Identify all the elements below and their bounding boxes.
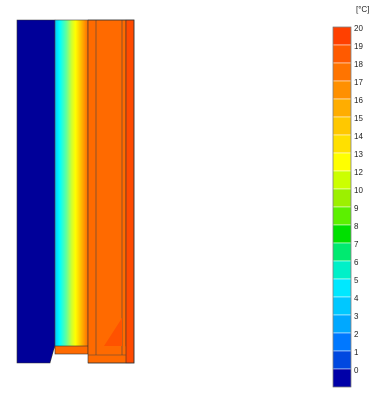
legend-tick-label: 6 bbox=[354, 258, 359, 267]
legend-tick-label: 7 bbox=[354, 240, 359, 249]
legend-frame bbox=[332, 26, 352, 388]
legend-swatch-9 bbox=[332, 188, 352, 208]
legend-swatch-10 bbox=[332, 206, 352, 226]
legend-tick-label: 3 bbox=[354, 312, 359, 321]
warm-corner-region bbox=[104, 318, 122, 346]
masonry-wall-region bbox=[16, 19, 56, 364]
legend-tick-label: 14 bbox=[354, 132, 363, 141]
legend-swatch-16 bbox=[332, 314, 352, 334]
legend-swatch-12 bbox=[332, 242, 352, 262]
legend-tick-label: 4 bbox=[354, 294, 359, 303]
legend-tick-label: 17 bbox=[354, 78, 363, 87]
legend-tick-label: 20 bbox=[354, 24, 363, 33]
legend-swatch-3 bbox=[332, 80, 352, 100]
legend-tick-label: 9 bbox=[354, 204, 359, 213]
legend-swatch-17 bbox=[332, 332, 352, 352]
legend-tick-label: 18 bbox=[354, 60, 363, 69]
legend-swatch-2 bbox=[332, 62, 352, 82]
legend-tick-label: 5 bbox=[354, 276, 359, 285]
legend-swatch-14 bbox=[332, 278, 352, 298]
legend-tick-label: 1 bbox=[354, 348, 359, 357]
legend-tick-label: 12 bbox=[354, 168, 363, 177]
legend-tick-label: 16 bbox=[354, 96, 363, 105]
legend-tick-label: 13 bbox=[354, 150, 363, 159]
section-outline bbox=[88, 19, 135, 364]
legend-tick-label: 2 bbox=[354, 330, 359, 339]
legend-swatch-5 bbox=[332, 116, 352, 136]
legend-tick-label: 19 bbox=[354, 42, 363, 51]
legend-swatch-6 bbox=[332, 134, 352, 154]
insulation-layer bbox=[54, 19, 89, 349]
legend-swatch-8 bbox=[332, 170, 352, 190]
legend-swatch-7 bbox=[332, 152, 352, 172]
legend-swatch-18 bbox=[332, 350, 352, 370]
legend-swatch-13 bbox=[332, 260, 352, 280]
legend-swatch-19 bbox=[332, 368, 352, 388]
legend-tick-label: 0 bbox=[354, 366, 359, 375]
legend-tick-label: 8 bbox=[354, 222, 359, 231]
legend-swatch-0 bbox=[332, 26, 352, 46]
legend-swatch-4 bbox=[332, 98, 352, 118]
legend-unit-label: [°C] bbox=[356, 5, 370, 14]
legend-swatch-1 bbox=[332, 44, 352, 64]
legend-swatch-11 bbox=[332, 224, 352, 244]
legend-swatch-15 bbox=[332, 296, 352, 316]
legend-tick-label: 10 bbox=[354, 186, 363, 195]
legend-tick-label: 15 bbox=[354, 114, 363, 123]
